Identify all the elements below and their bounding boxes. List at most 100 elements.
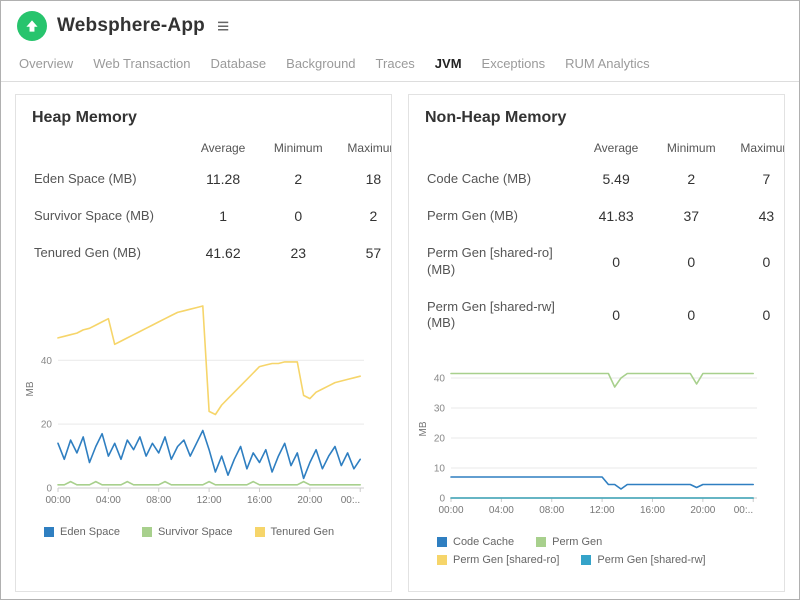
legend-label: Perm Gen [shared-rw] (597, 554, 706, 567)
page-title: Websphere-App (57, 15, 205, 36)
svg-text:16:00: 16:00 (640, 505, 665, 516)
tab-background[interactable]: Background (286, 56, 356, 71)
table-row: Tenured Gen (MB) 41.62 23 57 (22, 235, 391, 272)
heap-chart-legend: Eden Space Survivor Space Tenured Gen (16, 515, 391, 541)
min-value: 0 (687, 307, 696, 324)
tab-overview[interactable]: Overview (19, 56, 74, 71)
svg-text:30: 30 (434, 404, 446, 415)
max-value: 18 (365, 171, 382, 188)
svg-text:00:00: 00:00 (438, 505, 463, 516)
svg-text:20: 20 (434, 434, 446, 445)
row-label: Perm Gen [shared-rw] (MB) (427, 298, 555, 331)
row-label: Tenured Gen (MB) (34, 244, 141, 260)
tab-traces[interactable]: Traces (375, 56, 415, 71)
max-value: 7 (762, 171, 771, 188)
legend-label: Eden Space (60, 525, 120, 538)
tab-rum-analytics[interactable]: RUM Analytics (565, 56, 650, 71)
non-heap-chart-legend: Code Cache Perm Gen Perm Gen [shared-ro]… (409, 525, 784, 569)
min-value: 2 (294, 171, 303, 188)
svg-text:16:00: 16:00 (247, 495, 272, 506)
svg-text:00:..: 00:.. (341, 495, 360, 506)
row-label: Perm Gen (MB) (427, 207, 519, 223)
app-header: Websphere-App ≡ (1, 1, 799, 47)
legend-item-perm-gen-shared-rw[interactable]: Perm Gen [shared-rw] (581, 554, 706, 567)
heap-memory-panel: Heap Memory Average Minimum Maximum Eden… (15, 94, 392, 592)
avg-value: 5.49 (602, 171, 630, 188)
avg-value: 41.83 (598, 208, 634, 225)
legend-item-eden-space[interactable]: Eden Space (44, 526, 120, 538)
svg-text:04:00: 04:00 (96, 495, 121, 506)
max-value: 43 (758, 208, 775, 225)
svg-text:40: 40 (41, 355, 53, 366)
heap-panel-title: Heap Memory (32, 109, 137, 126)
legend-label: Survivor Space (157, 525, 233, 538)
table-row: Eden Space (MB) 11.28 2 18 (22, 161, 391, 198)
row-label: Survivor Space (MB) (34, 207, 154, 223)
svg-text:20:00: 20:00 (297, 495, 322, 506)
legend-item-perm-gen[interactable]: Perm Gen (536, 536, 602, 548)
avg-value: 1 (219, 208, 228, 225)
heap-chart-area: 0 20 40 00:00 04:00 08:00 12:00 16:00 20:00 00:..… (16, 276, 391, 515)
row-label: Eden Space (MB) (34, 171, 137, 186)
svg-text:0: 0 (46, 483, 52, 494)
legend-label: Tenured Gen (270, 525, 335, 538)
legend-item-code-cache[interactable]: Code Cache (437, 536, 514, 548)
avg-value: 41.62 (205, 245, 241, 262)
hamburger-menu-icon[interactable]: ≡ (216, 14, 230, 38)
non-heap-panel-title: Non-Heap Memory (425, 109, 567, 126)
non-heap-stats-table: Average Minimum Maximum Code Cache (MB) … (415, 133, 784, 343)
eden-space-swatch-icon (44, 526, 54, 537)
perm-gen-shared-rw-swatch-icon (581, 555, 592, 566)
column-maximum: Maximum (740, 141, 784, 155)
tab-jvm[interactable]: JVM (434, 56, 462, 71)
svg-text:08:00: 08:00 (539, 505, 564, 516)
svg-text:04:00: 04:00 (489, 505, 514, 516)
perm-gen-swatch-icon (536, 537, 547, 548)
svg-text:12:00: 12:00 (590, 505, 615, 516)
non-heap-memory-chart[interactable]: 0 10 20 30 40 00:00 04:00 08:00 12:00 16:00 20:00 0… (415, 352, 767, 520)
table-row: Code Cache (MB) 5.49 2 7 (415, 161, 784, 198)
legend-item-tenured-gen[interactable]: Tenured Gen (254, 525, 335, 538)
min-value: 0 (294, 208, 303, 225)
svg-text:12:00: 12:00 (197, 495, 222, 506)
table-header-row: Average Minimum Maximum (415, 133, 784, 161)
column-average: Average (200, 141, 246, 155)
svg-text:MB: MB (25, 381, 36, 396)
legend-label: Code Cache (453, 536, 515, 549)
column-average: Average (593, 141, 639, 155)
column-maximum: Maximum (347, 141, 391, 155)
svg-text:40: 40 (434, 374, 446, 385)
table-row: Perm Gen [shared-rw] (MB) 0 0 0 (415, 289, 784, 343)
legend-label: Perm Gen (552, 536, 603, 549)
row-label: Code Cache (MB) (427, 171, 532, 186)
svg-text:00:..: 00:.. (734, 505, 753, 516)
table-row: Survivor Space (MB) 1 0 2 (22, 198, 391, 235)
survivor-space-swatch-icon (141, 526, 152, 537)
svg-text:10: 10 (434, 464, 446, 475)
max-value: 0 (762, 253, 771, 270)
tab-exceptions[interactable]: Exceptions (481, 56, 546, 71)
svg-text:20:00: 20:00 (690, 505, 715, 516)
tab-database[interactable]: Database (210, 56, 267, 71)
dashboard-content: Heap Memory Average Minimum Maximum Eden… (1, 82, 799, 599)
legend-label: Perm Gen [shared-ro] (453, 554, 560, 567)
avg-value: 11.28 (206, 171, 241, 188)
svg-text:MB: MB (418, 422, 429, 437)
max-value: 2 (369, 208, 378, 225)
heap-memory-chart[interactable]: 0 20 40 00:00 04:00 08:00 12:00 16:00 20:00 00:..… (22, 282, 374, 510)
legend-item-survivor-space[interactable]: Survivor Space (141, 525, 233, 538)
tenured-gen-swatch-icon (254, 526, 265, 537)
min-value: 37 (683, 208, 700, 225)
legend-item-perm-gen-shared-ro[interactable]: Perm Gen [shared-ro] (437, 554, 559, 566)
table-header-row: Average Minimum Maximum (22, 133, 391, 161)
non-heap-memory-panel: Non-Heap Memory Average Minimum Maximum … (408, 94, 785, 592)
min-value: 23 (290, 245, 307, 262)
column-minimum: Minimum (273, 141, 323, 155)
svg-text:20: 20 (41, 419, 53, 430)
app-up-arrow-icon (17, 11, 47, 41)
tab-web-transaction[interactable]: Web Transaction (93, 56, 191, 71)
heap-stats-table: Average Minimum Maximum Eden Space (MB) … (22, 133, 391, 272)
non-heap-chart-area: 0 10 20 30 40 00:00 04:00 08:00 12:00 16:00 20:00 0… (409, 346, 784, 525)
avg-value: 0 (612, 253, 621, 270)
